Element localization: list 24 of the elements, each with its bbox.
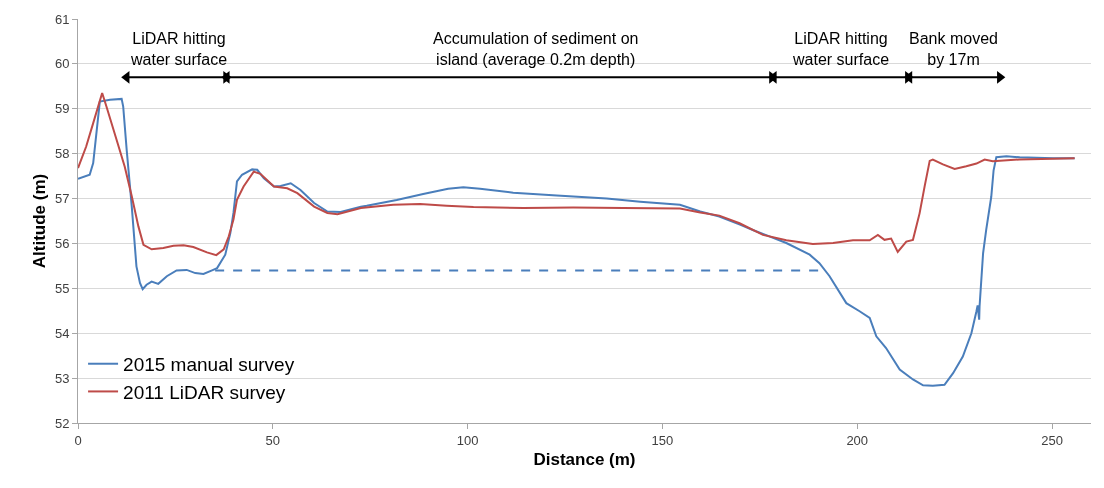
- x-tick-label: 150: [651, 432, 674, 448]
- x-tick-label: 100: [456, 432, 479, 448]
- y-tick-label: 55: [54, 280, 70, 296]
- annotation: Accumulation of sediment on island (average 0.2m depth): [433, 30, 639, 68]
- y-tick-label: 58: [54, 146, 70, 162]
- legend-label: 2011 LiDAR survey: [123, 381, 286, 403]
- y-tick-label: 61: [54, 11, 70, 27]
- x-tick-label: 200: [846, 432, 869, 448]
- y-tick-label: 60: [54, 56, 70, 72]
- legend-label: 2015 manual survey: [123, 354, 295, 376]
- y-axis-title: Altitude (m): [30, 173, 50, 269]
- x-tick-label: 250: [1041, 432, 1063, 448]
- y-tick-label: 52: [54, 415, 70, 431]
- y-tick-label: 59: [54, 101, 70, 117]
- annotation: LiDAR hitting water surface: [792, 30, 890, 68]
- annotation: LiDAR hitting water surface: [130, 30, 228, 68]
- x-tick-label: 0: [74, 432, 82, 448]
- y-tick-label: 56: [54, 235, 70, 251]
- annotation: Bank moved by 17m: [909, 30, 998, 68]
- y-tick-label: 53: [54, 370, 70, 386]
- y-tick-label: 57: [54, 191, 70, 207]
- x-axis-title: Distance (m): [533, 450, 636, 469]
- x-tick-label: 50: [265, 432, 281, 448]
- y-tick-label: 54: [54, 325, 70, 341]
